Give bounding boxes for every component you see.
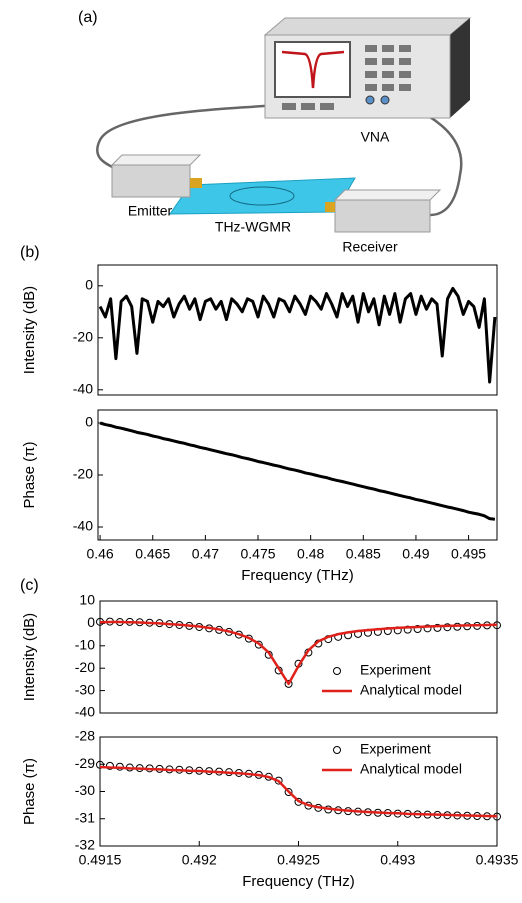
y-tick-label: -28 bbox=[75, 728, 95, 744]
y-axis-label: Phase (π) bbox=[21, 441, 38, 508]
x-tick-label: 0.465 bbox=[135, 546, 170, 562]
data-point bbox=[284, 788, 293, 797]
x-tick-label: 0.47 bbox=[192, 546, 219, 562]
port bbox=[380, 95, 390, 105]
vna-side bbox=[450, 18, 470, 118]
legend-label: Experiment bbox=[360, 662, 431, 678]
y-tick-label: 10 bbox=[79, 592, 95, 608]
plot-frame bbox=[97, 264, 498, 396]
y-tick-label: -40 bbox=[73, 518, 93, 534]
vna-label: VNA bbox=[361, 129, 390, 145]
x-tick-label: 0.485 bbox=[346, 546, 381, 562]
emitter-label: Emitter bbox=[128, 203, 173, 219]
x-axis-label: Frequency (THz) bbox=[241, 567, 354, 584]
y-tick-label: -30 bbox=[75, 782, 95, 798]
resonator bbox=[229, 186, 295, 206]
receiver-port bbox=[325, 202, 335, 212]
data-point bbox=[413, 625, 422, 633]
legend-label: Analytical model bbox=[360, 682, 462, 698]
y-tick-label: 0 bbox=[85, 277, 93, 293]
legend-marker bbox=[333, 746, 341, 754]
plot-frame bbox=[99, 600, 498, 714]
x-tick-label: 0.4935 bbox=[476, 852, 519, 868]
y-tick-label: -30 bbox=[75, 681, 95, 697]
receiver-top bbox=[333, 189, 442, 201]
x-tick-label: 0.49 bbox=[402, 546, 429, 562]
panel-label: (c) bbox=[20, 577, 39, 594]
plot-frame bbox=[97, 409, 498, 541]
y-tick-label: -20 bbox=[73, 466, 93, 482]
x-tick-label: 0.475 bbox=[240, 546, 275, 562]
x-tick-label: 0.495 bbox=[451, 546, 486, 562]
x-tick-label: 0.4915 bbox=[79, 852, 122, 868]
data-point bbox=[423, 624, 432, 633]
data-point bbox=[443, 623, 452, 632]
y-tick-label: -20 bbox=[75, 659, 95, 675]
data-point bbox=[105, 761, 114, 770]
y-tick-label: 0 bbox=[87, 614, 95, 630]
y-axis-label: Phase (π) bbox=[21, 758, 38, 825]
data-point bbox=[284, 679, 293, 688]
panel-label: (a) bbox=[78, 9, 98, 26]
y-tick-label: 0 bbox=[85, 414, 93, 430]
buttons bbox=[282, 45, 411, 110]
x-tick-label: 0.493 bbox=[380, 852, 415, 868]
port bbox=[365, 95, 375, 105]
data-line bbox=[99, 765, 498, 818]
y-tick-label: -20 bbox=[73, 329, 93, 345]
data-line bbox=[98, 286, 497, 384]
x-tick-label: 0.4925 bbox=[277, 852, 320, 868]
data-point bbox=[403, 625, 412, 634]
legend-label: Analytical model bbox=[360, 761, 462, 777]
vna-screen bbox=[274, 41, 351, 98]
y-tick-label: -40 bbox=[75, 704, 95, 720]
emitter-box bbox=[111, 164, 191, 198]
x-tick-label: 0.48 bbox=[297, 546, 324, 562]
plot-frame bbox=[99, 736, 498, 847]
y-axis-label: Intensity (dB) bbox=[21, 286, 38, 374]
schematic bbox=[96, 17, 472, 233]
y-tick-label: -40 bbox=[73, 381, 93, 397]
screen-trace bbox=[281, 50, 345, 89]
legend-marker bbox=[333, 667, 341, 675]
y-tick-label: -10 bbox=[75, 637, 95, 653]
x-tick-label: 0.492 bbox=[182, 852, 217, 868]
emitter-port bbox=[190, 178, 202, 188]
y-tick-label: -31 bbox=[75, 809, 95, 825]
data-point bbox=[254, 640, 263, 649]
data-line bbox=[99, 620, 498, 686]
device-label: THz-WGMR bbox=[215, 219, 291, 235]
receiver-box bbox=[334, 199, 431, 233]
y-tick-label: -29 bbox=[75, 755, 95, 771]
y-tick-label: -32 bbox=[75, 837, 95, 853]
data-point bbox=[433, 623, 442, 632]
receiver-label: Receiver bbox=[342, 239, 398, 255]
x-axis-label: Frequency (THz) bbox=[242, 873, 355, 890]
data-point bbox=[96, 760, 104, 769]
legend-label: Experiment bbox=[360, 741, 431, 757]
x-tick-label: 0.46 bbox=[86, 546, 113, 562]
panel-label: (b) bbox=[20, 244, 40, 261]
y-axis-label: Intensity (dB) bbox=[21, 613, 38, 701]
emitter-top bbox=[110, 154, 202, 166]
vna-top bbox=[263, 17, 472, 36]
data-line bbox=[99, 421, 496, 521]
